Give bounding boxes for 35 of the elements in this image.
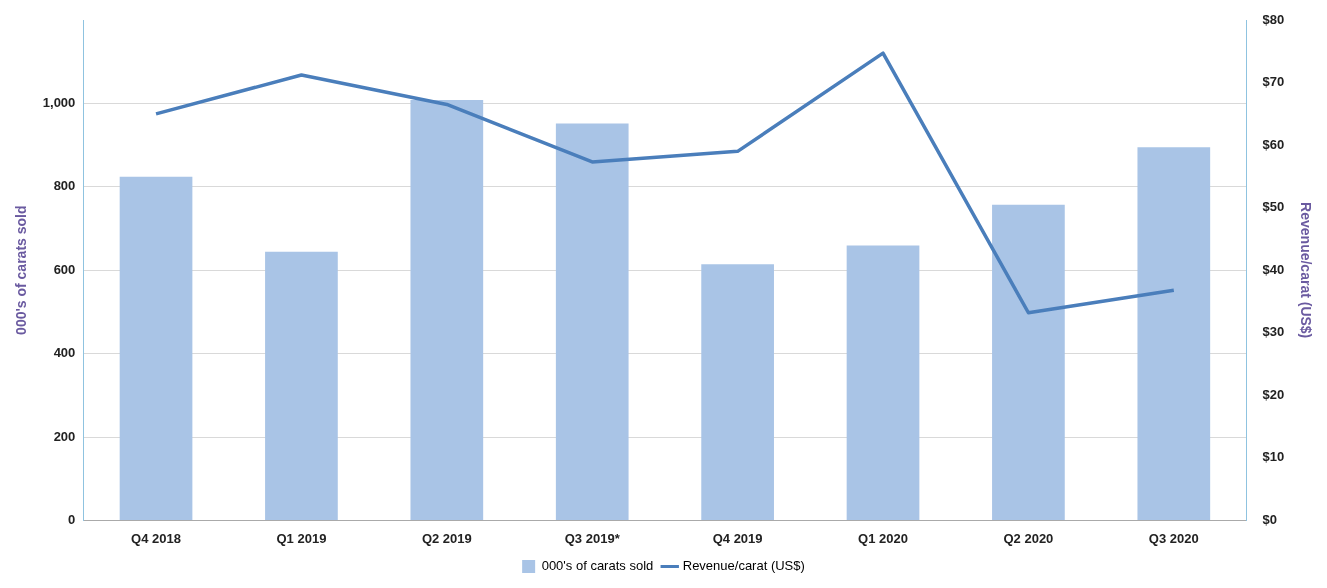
x-tick-label: Q2 2019	[421, 530, 472, 546]
bar	[119, 176, 193, 520]
legend-label: Revenue/carat (US$)	[682, 558, 805, 574]
y-tick-label: 0	[68, 511, 76, 527]
bar	[846, 245, 920, 520]
y2-tick-label: $30	[1262, 324, 1285, 340]
y2-tick-label: $10	[1262, 449, 1285, 465]
y-tick-label: 600	[53, 261, 76, 277]
x-tick-label: Q1 2019	[276, 530, 327, 546]
y2-axis-title: Revenue/carat (US$)	[1297, 202, 1314, 339]
y-tick-label: 1,000	[42, 94, 76, 110]
x-tick-label: Q4 2019	[712, 530, 763, 546]
x-tick-label: Q1 2020	[858, 530, 908, 546]
y2-tick-label: $20	[1262, 386, 1285, 402]
y2-tick-label: $80	[1262, 11, 1285, 27]
bar	[265, 251, 338, 520]
legend-label: 000's of carats sold	[541, 558, 654, 574]
y-tick-label: 200	[53, 428, 76, 444]
x-tick-label: Q2 2020	[1003, 530, 1054, 546]
y-axis-title: 000's of carats sold	[13, 205, 30, 335]
x-tick-label: Q3 2020	[1148, 530, 1199, 546]
y2-tick-label: $70	[1262, 74, 1285, 90]
bar	[410, 100, 484, 520]
bar	[1137, 147, 1211, 520]
y2-tick-label: $40	[1262, 261, 1285, 277]
bar	[992, 204, 1065, 520]
x-tick-label: Q4 2018	[131, 530, 181, 546]
x-tick-label: Q3 2019*	[564, 530, 621, 546]
y-tick-label: 800	[53, 178, 76, 194]
y2-tick-label: $60	[1262, 136, 1285, 152]
bar	[555, 123, 629, 520]
bar	[701, 264, 774, 520]
y-tick-label: 400	[53, 345, 76, 361]
y2-tick-label: $0	[1262, 511, 1277, 527]
y2-tick-label: $50	[1262, 199, 1285, 215]
